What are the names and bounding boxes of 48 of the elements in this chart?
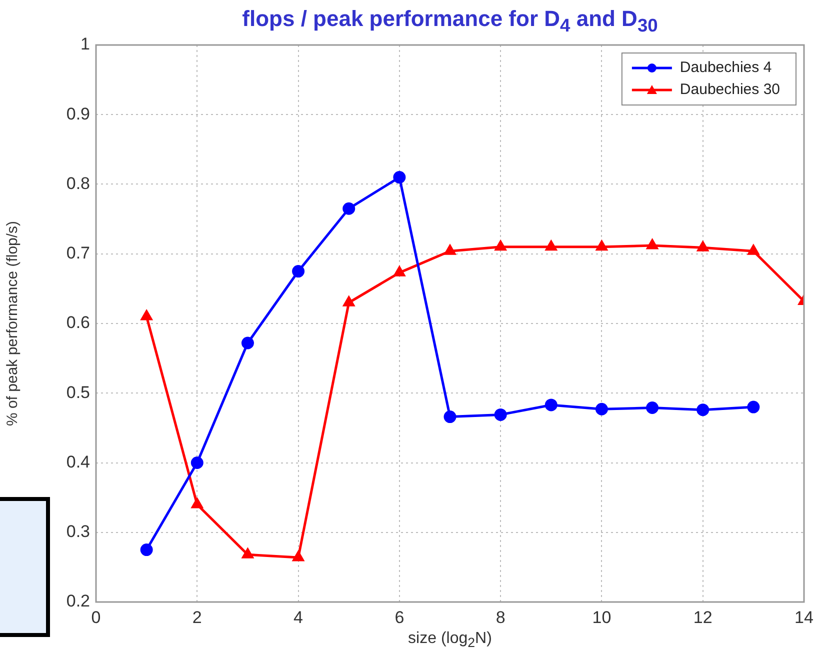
- y-tick-label: 0.9: [66, 104, 90, 124]
- legend-label: Daubechies 30: [680, 81, 780, 98]
- chart-title: flops / peak performance for D$_{4}$ and D$_{30}$: [241, 6, 659, 36]
- point: [190, 456, 204, 469]
- x-tick-label: 2: [192, 608, 202, 627]
- x-tick-label: 14: [794, 608, 814, 627]
- point: [494, 408, 507, 421]
- point: [646, 401, 659, 414]
- point: [494, 240, 506, 251]
- point: [343, 296, 354, 306]
- y-tick-label: 0.8: [66, 174, 90, 193]
- point: [393, 171, 406, 184]
- point: [242, 548, 254, 558]
- point: [140, 544, 153, 556]
- point: [747, 400, 760, 414]
- point: [241, 336, 254, 350]
- point: [192, 498, 203, 508]
- legend-label: Daubechies 4: [680, 59, 772, 76]
- point: [292, 551, 304, 562]
- point: [444, 244, 456, 255]
- point: [292, 265, 305, 278]
- x-tick-label: 4: [294, 608, 304, 627]
- point: [140, 310, 152, 320]
- x-tick-label: 8: [496, 608, 506, 627]
- point: [596, 240, 608, 251]
- y-tick-label: 0.4: [66, 452, 90, 472]
- point: [646, 239, 658, 250]
- x-tick-label: 0: [91, 608, 101, 627]
- point: [696, 404, 710, 416]
- x-tick-label: 12: [693, 608, 712, 627]
- y-tick-label: 1: [80, 34, 90, 54]
- point: [748, 244, 760, 255]
- x-axis-title: size (log$_{2}$N): [407, 630, 493, 650]
- x-tick-label: 6: [394, 608, 404, 627]
- point: [342, 202, 356, 215]
- point: [697, 241, 708, 252]
- y-tick-label: 0.3: [66, 522, 90, 542]
- point: [546, 240, 557, 251]
- point: [394, 266, 406, 276]
- point: [595, 402, 608, 416]
- y-axis-title: % of peak performance (flop/s): [4, 220, 22, 426]
- y-tick-label: 0.7: [66, 244, 90, 263]
- y-tick-label: 0.5: [66, 382, 90, 402]
- y-tick-label: 0.2: [66, 592, 90, 611]
- y-tick-label: 0.6: [66, 313, 90, 332]
- point: [444, 410, 456, 424]
- x-tick-label: 10: [592, 608, 612, 627]
- point: [544, 398, 558, 412]
